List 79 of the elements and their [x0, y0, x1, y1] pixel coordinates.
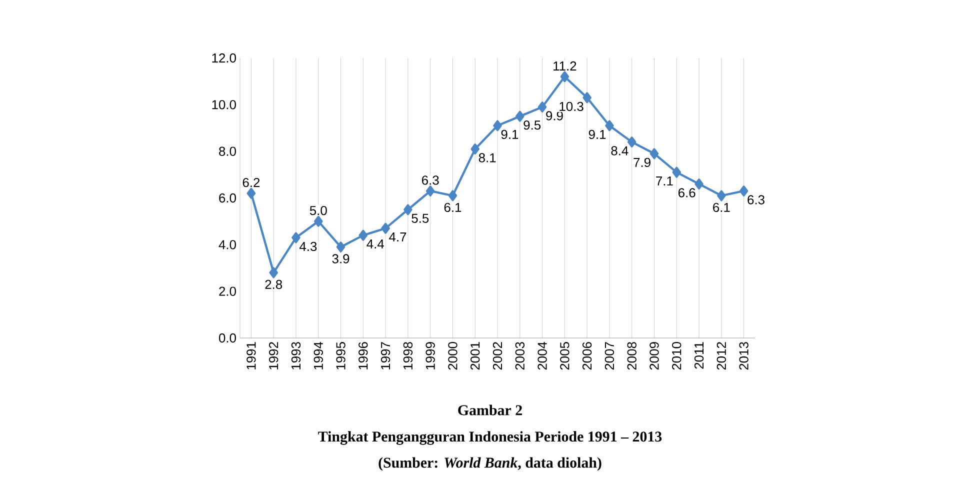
y-tick-label: 2.0 — [219, 286, 236, 296]
x-tick-label: 2006 — [582, 342, 592, 370]
data-label: 6.1 — [444, 202, 462, 212]
point — [538, 102, 547, 112]
y-tick-label: 6.0 — [219, 193, 236, 203]
data-label: 3.9 — [332, 254, 350, 264]
data-label: 6.6 — [678, 188, 696, 198]
text: (Sumber: World Bank, data diolah) — [378, 457, 602, 471]
point — [381, 222, 390, 234]
x-tick-label: 2007 — [604, 342, 614, 370]
point — [246, 188, 256, 199]
x-tick-label: 2009 — [650, 342, 659, 370]
point — [650, 148, 659, 160]
point — [314, 216, 323, 227]
point — [404, 204, 412, 216]
data-label: 7.9 — [634, 158, 650, 168]
data-label: 9.1 — [501, 130, 518, 140]
data-label: 4.7 — [389, 232, 406, 242]
point — [292, 232, 300, 244]
x-tick-label: 2002 — [492, 342, 502, 370]
x-tick-label: 1995 — [336, 342, 346, 370]
data-label: 5.0 — [310, 206, 327, 216]
point — [493, 120, 502, 132]
data-label: 9.5 — [524, 120, 541, 130]
x-tick-label: 1991 — [246, 342, 256, 370]
text: Tingkat Pengangguran Indonesia Periode 1991 – 2013 — [318, 431, 662, 445]
point — [627, 136, 636, 148]
point — [336, 242, 346, 252]
x-tick-label: 1999 — [426, 342, 435, 370]
data-label: 8.1 — [478, 153, 496, 162]
x-tick-label: 2008 — [627, 342, 636, 370]
data-label: 9.1 — [588, 130, 606, 140]
x-tick-label: 2000 — [448, 342, 458, 370]
x-tick-label: 2003 — [515, 342, 524, 370]
text: Gambar 2 — [458, 404, 522, 416]
x-tick-label: 2013 — [739, 342, 748, 370]
x-tick-label: 2004 — [538, 342, 547, 370]
y-tick-label: 4.0 — [218, 240, 236, 250]
point — [582, 92, 592, 104]
point — [516, 110, 524, 122]
data-label: 5.5 — [412, 214, 429, 223]
data-label: 4.3 — [299, 242, 317, 252]
point — [470, 144, 480, 154]
point — [269, 267, 278, 278]
x-tick-label: 2012 — [716, 342, 726, 370]
x-tick-label: 1997 — [380, 342, 390, 370]
data-label: 2.8 — [265, 280, 282, 290]
x-tick-label: 2010 — [672, 342, 682, 370]
point — [560, 71, 570, 82]
x-tick-label: 1998 — [403, 342, 413, 370]
x-tick-label: 2005 — [560, 342, 570, 370]
data-label: 6.3 — [748, 195, 764, 204]
data-label: 6.1 — [713, 202, 730, 212]
point — [717, 190, 726, 202]
data-label: 7.1 — [656, 176, 673, 186]
point — [739, 186, 748, 196]
data-label: 6.3 — [422, 176, 439, 185]
point — [694, 178, 704, 190]
y-tick-label: 12.0 — [212, 53, 236, 63]
point — [672, 166, 682, 178]
data-label: 11.2 — [554, 61, 576, 70]
y-tick-label: 8.0 — [219, 146, 236, 156]
x-tick-label: 2001 — [470, 342, 480, 370]
data-label: 9.9 — [546, 111, 563, 120]
x-tick-label: 1992 — [269, 342, 278, 370]
data-label: 10.3 — [560, 102, 584, 112]
data-label: 8.4 — [611, 146, 628, 156]
point — [426, 186, 435, 196]
x-tick-label: 1994 — [314, 342, 323, 370]
data-label: 4.4 — [366, 240, 384, 248]
x-tick-label: 2011 — [694, 342, 704, 369]
x-tick-label: 1993 — [291, 342, 301, 370]
point — [448, 190, 458, 202]
point — [605, 120, 614, 132]
y-tick-label: 10.0 — [212, 100, 236, 110]
data-label: 6.2 — [242, 178, 260, 188]
x-tick-label: 1996 — [358, 342, 368, 370]
point — [358, 230, 368, 241]
y-tick-label: 0.0 — [218, 333, 236, 343]
